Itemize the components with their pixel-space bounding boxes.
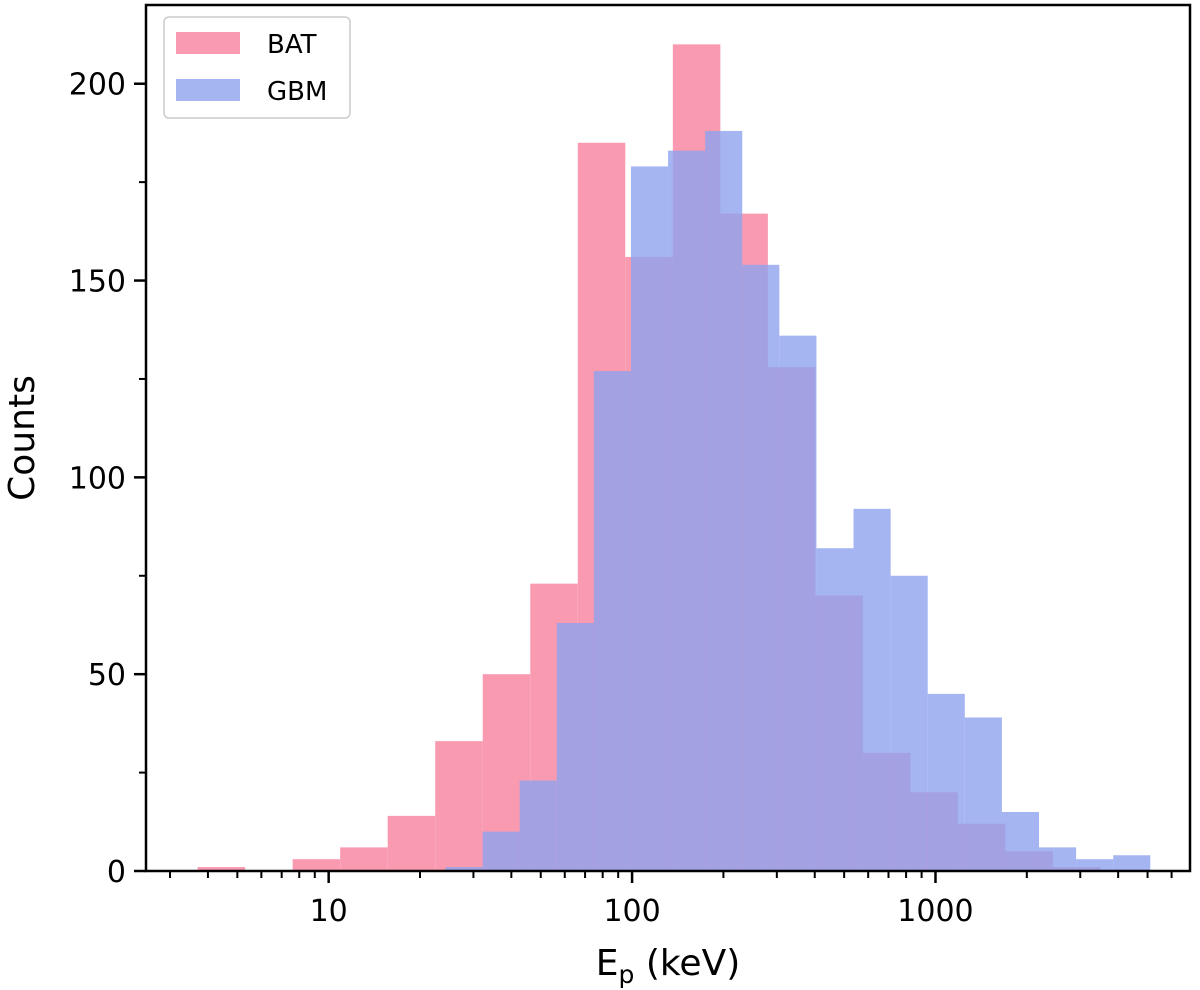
plot-frame [144, 3, 1192, 873]
legend-swatch-gbm [176, 79, 240, 101]
bar-gbm-4 [593, 371, 631, 871]
bar-gbm-7 [705, 130, 743, 872]
bar-gbm-12 [890, 575, 928, 871]
bar-gbm-15 [1001, 811, 1040, 871]
y-tick-label: 150 [69, 265, 126, 300]
bar-gbm-10 [816, 548, 854, 871]
y-axis-label: Counts [2, 375, 43, 501]
bar-gbm-6 [668, 150, 706, 872]
bar-bat-5 [435, 741, 483, 871]
y-tick-label: 200 [69, 68, 126, 103]
x-tick-label: 100 [603, 894, 660, 929]
legend-swatch-bat [176, 32, 240, 54]
bar-gbm-17 [1076, 859, 1114, 871]
x-axis-label: Ep (keV) [596, 943, 741, 989]
y-tick-label: 0 [107, 855, 126, 890]
bar-bat-3 [340, 847, 388, 871]
bar-gbm-13 [927, 693, 965, 871]
y-tick-label: 50 [88, 658, 126, 693]
x-tick-label: 10 [310, 894, 348, 929]
legend-label-bat: BAT [267, 30, 317, 60]
bar-gbm-16 [1039, 847, 1077, 871]
bar-gbm-0 [445, 867, 483, 871]
bar-gbm-5 [630, 166, 669, 871]
bar-bat-0 [197, 867, 246, 871]
x-axis-label-main: E [596, 943, 619, 984]
y-tick-label: 100 [69, 461, 126, 496]
bar-bat-4 [387, 815, 436, 871]
bar-gbm-8 [742, 264, 780, 871]
bar-gbm-3 [556, 623, 594, 871]
bar-gbm-9 [779, 335, 817, 871]
bar-bat-2 [292, 859, 341, 871]
bar-gbm-11 [853, 508, 891, 871]
bar-gbm-14 [964, 717, 1002, 871]
x-axis-label-sub: p [619, 960, 635, 989]
x-tick-label: 1000 [897, 894, 973, 929]
bars-layer [197, 44, 1151, 872]
bar-gbm-2 [519, 780, 557, 871]
axes-layer: 10 100 1000 0 50 100 150 200 [69, 68, 1173, 929]
bar-gbm-1 [482, 831, 520, 871]
legend: BAT GBM [163, 16, 351, 119]
bar-gbm-18 [1113, 855, 1151, 871]
x-axis-label-unit: (keV) [634, 943, 740, 984]
legend-label-gbm: GBM [267, 77, 327, 107]
